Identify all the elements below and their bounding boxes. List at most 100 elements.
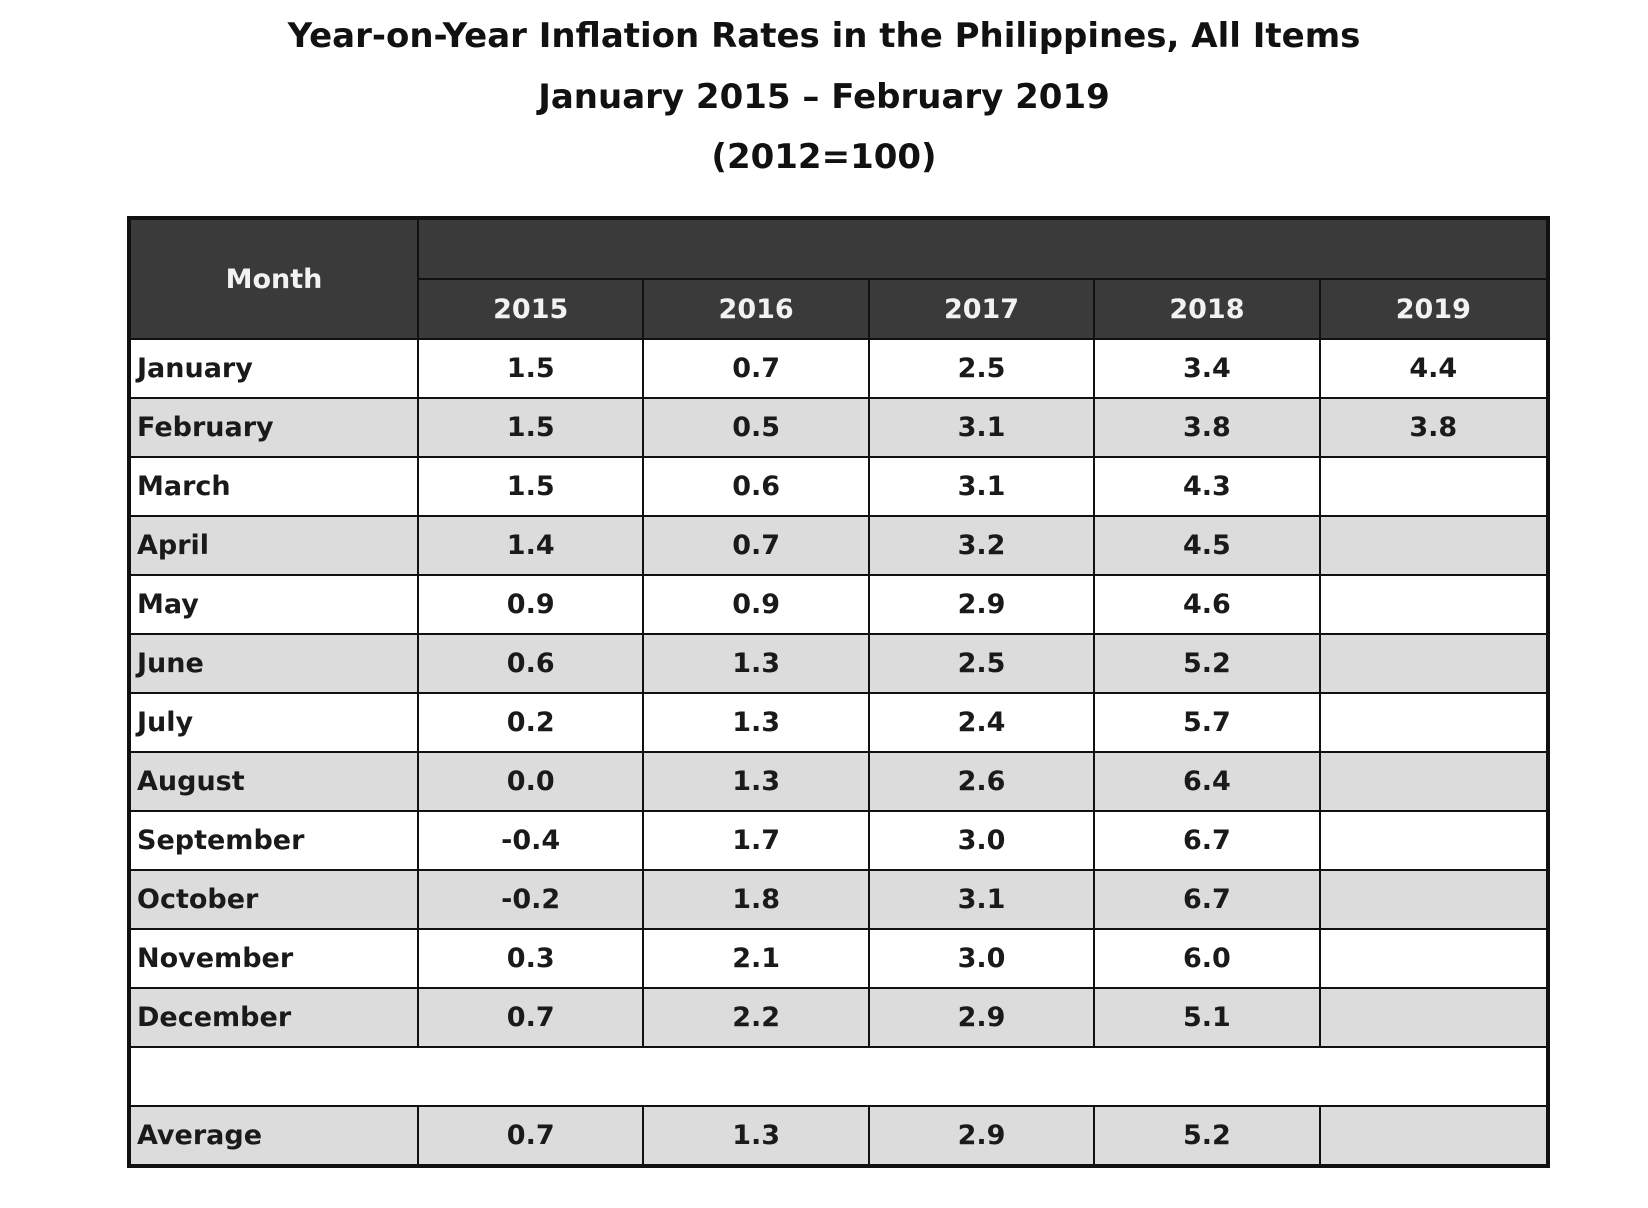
table-row: January 1.5 0.7 2.5 3.4 4.4	[128, 338, 1550, 399]
rate-cell: 4.4	[1318, 338, 1550, 399]
rate-cell: 0.7	[642, 338, 870, 399]
rate-cell: 0.6	[416, 633, 645, 694]
rate-cell	[1318, 633, 1550, 694]
month-header: Month	[128, 217, 419, 340]
rate-cell: 0.0	[416, 751, 645, 812]
month-cell: June	[128, 633, 419, 694]
rate-cell: 3.1	[867, 397, 1096, 458]
rate-cell: 0.5	[642, 397, 870, 458]
rate-cell: 3.8	[1093, 397, 1321, 458]
rate-cell: 1.5	[416, 397, 645, 458]
table-title: Year-on-Year Inflation Rates in the Phil…	[287, 16, 1361, 56]
rate-cell: 1.3	[642, 1105, 870, 1167]
month-cell: December	[128, 987, 419, 1048]
rate-cell: 2.9	[867, 1105, 1096, 1167]
rate-cell: 1.3	[642, 751, 870, 812]
table-row: August 0.0 1.3 2.6 6.4	[128, 751, 1550, 812]
table-subtitle-base-year: (2012=100)	[711, 137, 937, 177]
month-cell: Average	[128, 1105, 419, 1167]
year-header: 2017	[867, 278, 1096, 340]
table-row: December 0.7 2.2 2.9 5.1	[128, 987, 1550, 1048]
year-header: 2015	[416, 278, 645, 340]
table-row: June 0.6 1.3 2.5 5.2	[128, 633, 1550, 694]
table-row: March 1.5 0.6 3.1 4.3	[128, 456, 1550, 517]
average-row: Average 0.7 1.3 2.9 5.2	[128, 1105, 1550, 1167]
rate-cell: 3.0	[867, 810, 1096, 871]
rate-cell: 0.9	[642, 574, 870, 635]
rate-cell: 0.6	[642, 456, 870, 517]
table-row: July 0.2 1.3 2.4 5.7	[128, 692, 1550, 753]
rate-cell: 5.7	[1093, 692, 1321, 753]
rate-cell: 0.3	[416, 928, 645, 989]
rate-cell: 2.9	[867, 574, 1096, 635]
rate-cell: 0.7	[416, 987, 645, 1048]
month-cell: February	[128, 397, 419, 458]
inflation-table: Month 2015 2016 2017 2018 2019 January 1.5 0.7…	[127, 216, 1550, 1168]
blank-row	[128, 1046, 1549, 1107]
month-cell: March	[128, 456, 419, 517]
rate-cell: 1.3	[642, 692, 870, 753]
rate-cell	[1318, 456, 1550, 517]
rate-cell: 1.8	[642, 869, 870, 930]
rate-cell: 4.6	[1093, 574, 1321, 635]
rate-cell: 2.5	[867, 338, 1096, 399]
rate-cell: 6.0	[1093, 928, 1321, 989]
table-row: November 0.3 2.1 3.0 6.0	[128, 928, 1550, 989]
rate-cell: 6.7	[1093, 869, 1321, 930]
month-cell: May	[128, 574, 419, 635]
rate-cell	[1318, 869, 1550, 930]
rate-cell: 3.1	[867, 869, 1096, 930]
rate-cell: 1.4	[416, 515, 645, 576]
rate-cell: 3.4	[1093, 338, 1321, 399]
month-cell: July	[128, 692, 419, 753]
month-cell: April	[128, 515, 419, 576]
rate-cell	[1318, 515, 1550, 576]
rate-cell	[1318, 751, 1550, 812]
rate-cell	[1318, 574, 1550, 635]
month-cell: October	[128, 869, 419, 930]
table-row: October -0.2 1.8 3.1 6.7	[128, 869, 1550, 930]
rate-cell: 1.5	[416, 456, 645, 517]
rate-cell	[1318, 692, 1550, 753]
rate-cell: -0.2	[416, 869, 645, 930]
rate-cell: 0.2	[416, 692, 645, 753]
rate-cell: 1.5	[416, 338, 645, 399]
rate-cell: 1.7	[642, 810, 870, 871]
year-group-header	[417, 217, 1549, 280]
table-row: September -0.4 1.7 3.0 6.7	[128, 810, 1550, 871]
rate-cell: 0.9	[416, 574, 645, 635]
year-header: 2019	[1318, 278, 1550, 340]
month-cell: September	[128, 810, 419, 871]
rate-cell	[1318, 1105, 1550, 1167]
rate-cell: 3.8	[1318, 397, 1550, 458]
rate-cell: 2.6	[867, 751, 1096, 812]
rate-cell	[1318, 987, 1550, 1048]
rate-cell: 4.5	[1093, 515, 1321, 576]
year-header: 2018	[1093, 278, 1321, 340]
rate-cell: 5.1	[1093, 987, 1321, 1048]
rate-cell: 3.1	[867, 456, 1096, 517]
month-cell: August	[128, 751, 419, 812]
year-header: 2016	[642, 278, 870, 340]
rate-cell: 0.7	[416, 1105, 645, 1167]
table-subtitle-period: January 2015 – February 2019	[538, 77, 1110, 117]
month-cell: November	[128, 928, 419, 989]
table-row: April 1.4 0.7 3.2 4.5	[128, 515, 1550, 576]
rate-cell: 0.7	[642, 515, 870, 576]
table-row: May 0.9 0.9 2.9 4.6	[128, 574, 1550, 635]
rate-cell	[1318, 928, 1550, 989]
rate-cell: -0.4	[416, 810, 645, 871]
rate-cell: 5.2	[1093, 1105, 1321, 1167]
month-cell: January	[128, 338, 419, 399]
blank-cell	[128, 1046, 1549, 1107]
rate-cell: 2.1	[642, 928, 870, 989]
rate-cell: 2.5	[867, 633, 1096, 694]
rate-cell: 6.4	[1093, 751, 1321, 812]
rate-cell: 4.3	[1093, 456, 1321, 517]
rate-cell	[1318, 810, 1550, 871]
rate-cell: 1.3	[642, 633, 870, 694]
rate-cell: 2.9	[867, 987, 1096, 1048]
rate-cell: 2.4	[867, 692, 1096, 753]
rate-cell: 6.7	[1093, 810, 1321, 871]
rate-cell: 5.2	[1093, 633, 1321, 694]
